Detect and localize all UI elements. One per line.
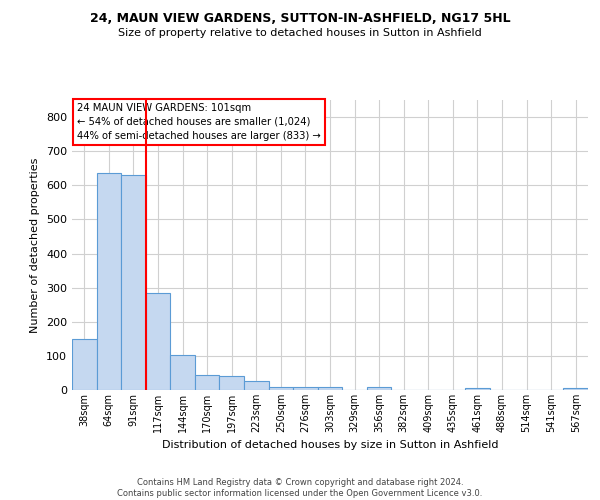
Bar (97, 174, 121, 390)
Bar (367, 388, 391, 390)
Bar (244, 381, 269, 390)
Bar (269, 386, 293, 390)
Bar (465, 388, 490, 390)
Bar (293, 386, 318, 390)
Bar (72, 339, 97, 390)
Bar (146, 293, 170, 390)
Bar (563, 388, 588, 390)
Bar (195, 374, 220, 390)
Bar (121, 175, 146, 390)
Text: Contains HM Land Registry data © Crown copyright and database right 2024.
Contai: Contains HM Land Registry data © Crown c… (118, 478, 482, 498)
Text: 24 MAUN VIEW GARDENS: 101sqm
← 54% of detached houses are smaller (1,024)
44% of: 24 MAUN VIEW GARDENS: 101sqm ← 54% of de… (77, 103, 321, 141)
Bar (318, 388, 342, 390)
Y-axis label: Number of detached properties: Number of detached properties (31, 158, 40, 332)
Text: Size of property relative to detached houses in Sutton in Ashfield: Size of property relative to detached ho… (118, 28, 482, 38)
X-axis label: Distribution of detached houses by size in Sutton in Ashfield: Distribution of detached houses by size … (162, 440, 498, 450)
Bar (220, 376, 244, 390)
Text: 24, MAUN VIEW GARDENS, SUTTON-IN-ASHFIELD, NG17 5HL: 24, MAUN VIEW GARDENS, SUTTON-IN-ASHFIEL… (89, 12, 511, 26)
Bar (170, 355, 195, 390)
